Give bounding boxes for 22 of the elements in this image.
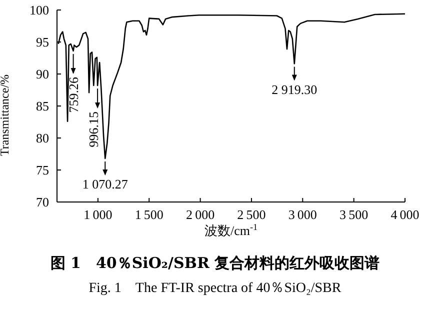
annotation: 996.15 — [86, 112, 102, 148]
x-tick-label: 1 000 — [84, 207, 112, 222]
text: 图 1 40％SiO₂/SBR 复合材料的红外吸收图谱 — [49, 254, 381, 273]
annotation: 759.26 — [66, 76, 81, 113]
text: Fig. 1 The FT-IR spectra of 40％SiO₂/SBR — [88, 280, 342, 297]
x-axis-title: 波数/cm$^{-1}$ — [204, 222, 258, 238]
x-tick-label: 2 000 — [186, 207, 215, 222]
y-tick-label: 80 — [36, 130, 49, 146]
x-tick-label: 1 500 — [134, 207, 164, 222]
y-tick-label: 70 — [36, 194, 49, 210]
annotation: 1 070.27 — [82, 176, 128, 192]
y-axis-title: Transmittance/% — [0, 74, 12, 156]
x-tick-label: 3 500 — [340, 207, 368, 222]
y-tick-label: 95 — [36, 34, 49, 50]
y-tick-label: 100 — [30, 2, 49, 18]
y-tick-label: 85 — [36, 98, 49, 114]
x-tick-label: 4 000 — [390, 207, 420, 222]
x-tick-label: 3 000 — [288, 207, 317, 222]
x-tick-label: 2 500 — [237, 207, 266, 222]
y-tick-label: 75 — [36, 162, 49, 178]
y-tick-label: 90 — [36, 66, 49, 82]
annotation: 2 919.30 — [272, 82, 318, 97]
